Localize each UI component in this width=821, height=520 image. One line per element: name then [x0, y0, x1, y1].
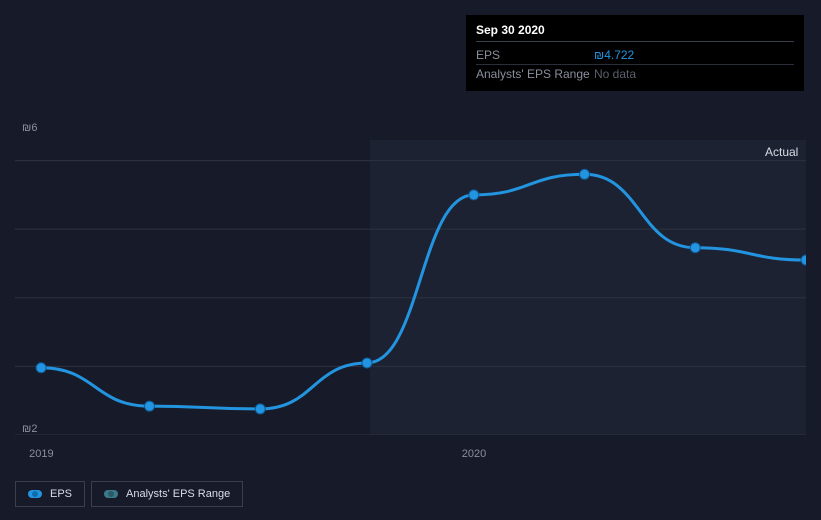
legend-item[interactable]: Analysts' EPS Range: [91, 481, 243, 507]
tooltip-row: Analysts' EPS RangeNo data: [476, 65, 794, 83]
tooltip-date: Sep 30 2020: [476, 23, 794, 42]
eps-chart: [15, 115, 806, 455]
legend-label: EPS: [50, 488, 72, 500]
legend-item[interactable]: EPS: [15, 481, 85, 507]
chart-tooltip: Sep 30 2020 EPS₪4.722Analysts' EPS Range…: [466, 15, 804, 91]
actual-label: Actual: [765, 145, 798, 159]
x-axis-label: 2019: [29, 448, 53, 460]
legend-swatch: [104, 490, 118, 498]
tooltip-row-value: No data: [594, 67, 636, 81]
y-axis-label: ₪2: [22, 423, 37, 435]
tooltip-row-label: EPS: [476, 48, 594, 62]
legend-label: Analysts' EPS Range: [126, 488, 230, 500]
chart-legend: EPS Analysts' EPS Range: [15, 481, 243, 507]
tooltip-row: EPS₪4.722: [476, 46, 794, 65]
x-axis-label: 2020: [462, 448, 486, 460]
tooltip-row-label: Analysts' EPS Range: [476, 67, 594, 81]
legend-swatch: [28, 490, 42, 498]
tooltip-row-value: ₪4.722: [594, 48, 634, 62]
y-axis-label: ₪6: [22, 122, 37, 134]
